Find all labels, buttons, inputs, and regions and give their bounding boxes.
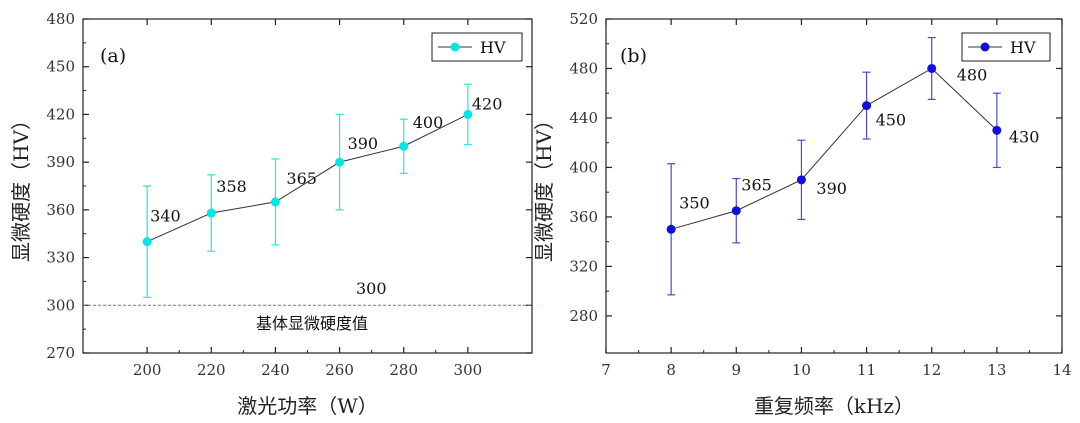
y-tick-label: 450 — [46, 58, 75, 76]
series-line — [671, 67, 998, 230]
data-label: 430 — [1009, 127, 1040, 146]
chart-panel-b: 280 320 360 400 440 480 520 7 8 9 10 11 12 13 14 重复频率（k… — [532, 10, 1072, 418]
data-point — [463, 109, 473, 119]
panel-label: (a) — [100, 45, 126, 67]
y-axis-title: 显微硬度（HV） — [9, 110, 33, 262]
y-tick-label: 360 — [569, 208, 598, 226]
y-tick-label: 520 — [569, 10, 598, 28]
x-tick-label: 280 — [389, 361, 418, 379]
x-tick-label: 7 — [601, 361, 611, 379]
x-tick-label: 200 — [133, 361, 162, 379]
data-label: 390 — [816, 179, 847, 198]
data-label: 420 — [472, 94, 503, 113]
x-tick-label: 300 — [454, 361, 483, 379]
x-tick-label: 9 — [732, 361, 742, 379]
legend-marker — [980, 42, 990, 52]
data-label: 365 — [286, 169, 317, 188]
x-axis-title: 激光功率（W） — [237, 394, 378, 418]
data-point — [862, 101, 872, 111]
x-tick-label: 220 — [197, 361, 226, 379]
x-tick-label: 240 — [261, 361, 290, 379]
data-label: 450 — [876, 111, 907, 130]
x-axis-title: 重复频率（kHz） — [754, 394, 914, 418]
data-point — [335, 157, 345, 167]
data-point — [796, 175, 806, 185]
legend-marker — [450, 42, 460, 52]
data-point — [666, 224, 676, 234]
legend-label: HV — [480, 38, 506, 57]
data-point — [399, 141, 409, 151]
x-tick-label: 10 — [792, 361, 811, 379]
panel-label: (b) — [620, 45, 647, 67]
y-tick-label: 480 — [46, 10, 75, 28]
data-label: 358 — [216, 177, 247, 196]
y-tick-label: 420 — [46, 105, 75, 123]
x-tick-label: 13 — [987, 361, 1006, 379]
data-label: 480 — [957, 65, 988, 84]
legend-label: HV — [1010, 38, 1036, 57]
y-tick-label: 280 — [569, 307, 598, 325]
data-label: 350 — [679, 193, 710, 212]
reference-value-label: 300 — [356, 279, 387, 298]
y-tick-label: 270 — [46, 344, 75, 362]
y-tick-label: 300 — [46, 296, 75, 314]
y-tick-label: 390 — [46, 153, 75, 171]
data-point — [270, 197, 280, 207]
x-tick-label: 8 — [666, 361, 676, 379]
y-axis-title: 显微硬度（HV） — [532, 110, 556, 262]
data-point — [927, 63, 937, 73]
chart-panel-a: 270 300 330 360 390 420 450 480 200 220 240 260 280 3… — [9, 10, 533, 418]
data-point — [142, 237, 152, 247]
x-tick-label: 14 — [1052, 361, 1071, 379]
x-tick-label: 12 — [922, 361, 941, 379]
y-tick-label: 320 — [569, 257, 598, 275]
series-line — [146, 113, 469, 243]
x-tick-label: 260 — [325, 361, 354, 379]
data-label: 365 — [741, 176, 772, 195]
data-point — [992, 125, 1002, 135]
data-point — [731, 206, 741, 216]
data-label: 340 — [150, 207, 181, 226]
y-tick-label: 400 — [569, 158, 598, 176]
data-label: 400 — [413, 113, 444, 132]
x-tick-label: 11 — [857, 361, 876, 379]
y-tick-label: 360 — [46, 201, 75, 219]
y-tick-label: 440 — [569, 109, 598, 127]
data-label: 390 — [348, 134, 379, 153]
reference-line-label: 基体显微硬度值 — [256, 314, 368, 333]
y-tick-label: 330 — [46, 249, 75, 267]
y-tick-label: 480 — [569, 59, 598, 77]
data-point — [206, 208, 216, 218]
